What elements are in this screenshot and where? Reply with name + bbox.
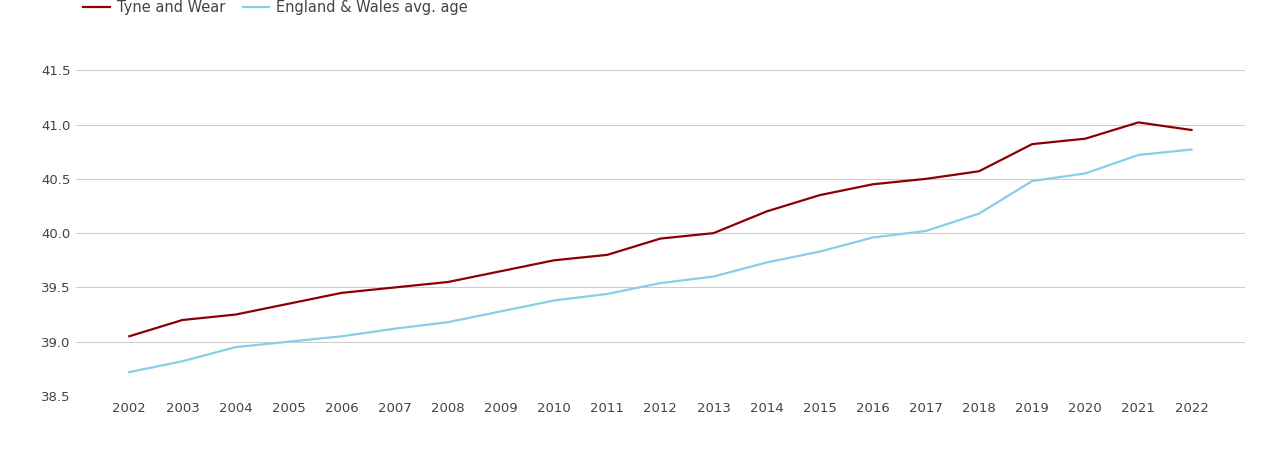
Tyne and Wear: [1025, 141, 1040, 147]
England & Wales avg. age: [599, 291, 615, 297]
Tyne and Wear: [122, 333, 137, 339]
Tyne and Wear: [441, 279, 456, 285]
Tyne and Wear: [706, 230, 721, 236]
England & Wales avg. age: [918, 228, 933, 234]
England & Wales avg. age: [812, 249, 827, 254]
England & Wales avg. age: [122, 369, 137, 375]
England & Wales avg. age: [1078, 171, 1093, 176]
England & Wales avg. age: [1184, 147, 1199, 152]
Tyne and Wear: [1130, 120, 1146, 125]
England & Wales avg. age: [441, 320, 456, 325]
England & Wales avg. age: [227, 344, 243, 350]
Legend: Tyne and Wear, England & Wales avg. age: Tyne and Wear, England & Wales avg. age: [84, 0, 469, 15]
Tyne and Wear: [653, 236, 668, 241]
Tyne and Wear: [334, 290, 349, 296]
England & Wales avg. age: [387, 326, 403, 331]
Tyne and Wear: [918, 176, 933, 181]
Tyne and Wear: [546, 257, 561, 263]
England & Wales avg. age: [281, 339, 296, 344]
England & Wales avg. age: [865, 235, 880, 240]
England & Wales avg. age: [1130, 152, 1146, 158]
England & Wales avg. age: [175, 359, 190, 364]
England & Wales avg. age: [759, 260, 775, 265]
Tyne and Wear: [812, 193, 827, 198]
England & Wales avg. age: [494, 309, 509, 314]
England & Wales avg. age: [653, 280, 668, 286]
Tyne and Wear: [599, 252, 615, 257]
Tyne and Wear: [759, 209, 775, 214]
Tyne and Wear: [494, 269, 509, 274]
Tyne and Wear: [227, 312, 243, 317]
Tyne and Wear: [1078, 136, 1093, 141]
Line: England & Wales avg. age: England & Wales avg. age: [130, 149, 1191, 372]
Tyne and Wear: [972, 169, 987, 174]
Tyne and Wear: [175, 317, 190, 323]
England & Wales avg. age: [334, 333, 349, 339]
Tyne and Wear: [387, 285, 403, 290]
England & Wales avg. age: [706, 274, 721, 279]
Tyne and Wear: [865, 182, 880, 187]
Tyne and Wear: [281, 301, 296, 306]
England & Wales avg. age: [972, 211, 987, 216]
England & Wales avg. age: [546, 298, 561, 303]
England & Wales avg. age: [1025, 178, 1040, 184]
Tyne and Wear: [1184, 127, 1199, 133]
Line: Tyne and Wear: Tyne and Wear: [130, 122, 1191, 336]
